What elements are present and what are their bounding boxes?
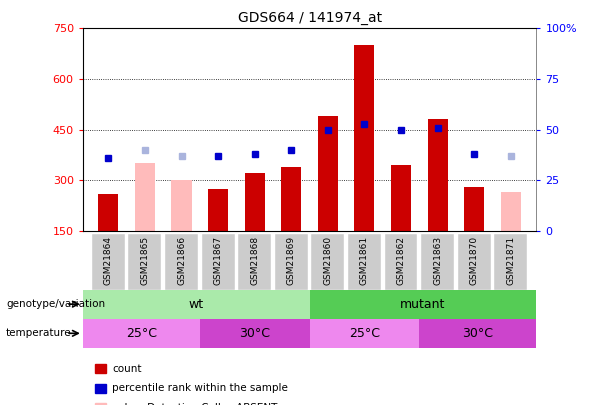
FancyBboxPatch shape <box>202 234 235 290</box>
FancyBboxPatch shape <box>348 234 381 290</box>
Bar <box>208 189 228 231</box>
Text: GSM21866: GSM21866 <box>177 236 186 285</box>
Text: GSM21868: GSM21868 <box>250 236 259 285</box>
Text: GSM21869: GSM21869 <box>287 236 296 285</box>
Title: GDS664 / 141974_at: GDS664 / 141974_at <box>237 11 382 25</box>
Text: GSM21871: GSM21871 <box>506 236 516 285</box>
Bar <box>245 173 265 231</box>
Bar <box>135 163 155 231</box>
Text: GSM21860: GSM21860 <box>323 236 332 285</box>
Bar <box>281 167 302 231</box>
Text: temperature: temperature <box>6 328 72 338</box>
Bar <box>391 165 411 231</box>
Bar <box>98 194 118 231</box>
FancyBboxPatch shape <box>129 234 161 290</box>
Bar <box>318 116 338 231</box>
Bar <box>354 45 375 231</box>
FancyBboxPatch shape <box>419 319 536 348</box>
FancyBboxPatch shape <box>421 234 454 290</box>
FancyBboxPatch shape <box>275 234 308 290</box>
FancyBboxPatch shape <box>238 234 271 290</box>
FancyBboxPatch shape <box>494 234 527 290</box>
Text: GSM21863: GSM21863 <box>433 236 442 285</box>
Text: genotype/variation: genotype/variation <box>6 299 105 309</box>
FancyBboxPatch shape <box>165 234 198 290</box>
Bar <box>172 180 192 231</box>
Text: GSM21867: GSM21867 <box>213 236 223 285</box>
Text: GSM21862: GSM21862 <box>397 236 406 285</box>
FancyBboxPatch shape <box>310 319 419 348</box>
Text: 25°C: 25°C <box>126 327 157 340</box>
Text: wt: wt <box>189 298 204 311</box>
Text: mutant: mutant <box>400 298 446 311</box>
Text: 25°C: 25°C <box>349 327 380 340</box>
FancyBboxPatch shape <box>83 290 310 319</box>
Bar <box>464 187 484 231</box>
Bar <box>427 119 447 231</box>
FancyBboxPatch shape <box>83 319 200 348</box>
FancyBboxPatch shape <box>384 234 417 290</box>
FancyBboxPatch shape <box>311 234 345 290</box>
Text: GSM21861: GSM21861 <box>360 236 369 285</box>
FancyBboxPatch shape <box>458 234 490 290</box>
Text: count: count <box>112 364 142 374</box>
FancyBboxPatch shape <box>200 319 310 348</box>
Text: 30°C: 30°C <box>462 327 493 340</box>
Text: GSM21864: GSM21864 <box>104 236 113 285</box>
Bar <box>501 192 521 231</box>
Text: GSM21870: GSM21870 <box>470 236 479 285</box>
Text: percentile rank within the sample: percentile rank within the sample <box>112 384 288 393</box>
FancyBboxPatch shape <box>310 290 536 319</box>
Text: value, Detection Call = ABSENT: value, Detection Call = ABSENT <box>112 403 278 405</box>
Text: 30°C: 30°C <box>239 327 270 340</box>
Text: GSM21865: GSM21865 <box>140 236 150 285</box>
FancyBboxPatch shape <box>92 234 125 290</box>
